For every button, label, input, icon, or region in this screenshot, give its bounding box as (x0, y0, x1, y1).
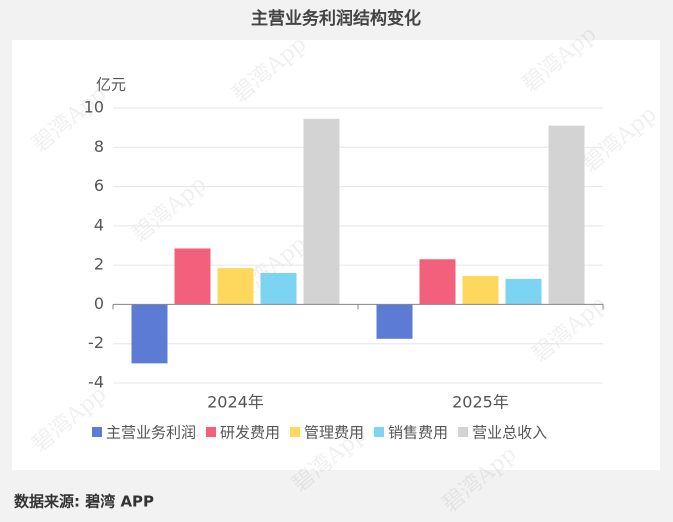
legend-label: 管理费用 (304, 424, 364, 442)
bar (217, 268, 254, 305)
legend-label: 主营业务利润 (106, 424, 196, 442)
y-tick-label: 4 (94, 215, 104, 234)
legend-swatch (92, 427, 102, 437)
bar (419, 259, 456, 305)
bar (376, 304, 413, 339)
bar (260, 273, 297, 305)
legend-label: 研发费用 (220, 424, 280, 442)
y-tick-label: 0 (94, 294, 104, 313)
legend-label: 销售费用 (388, 424, 448, 442)
y-tick-label: 10 (84, 98, 104, 117)
legend-swatch (206, 427, 217, 437)
legend-label: 营业总收入 (472, 424, 547, 442)
bar (174, 248, 211, 305)
bar (462, 275, 499, 305)
y-tick-label: 8 (94, 137, 104, 156)
legend-swatch (458, 427, 469, 437)
x-tick-label: 2025年 (452, 393, 509, 412)
legend-swatch (374, 427, 385, 437)
legend-swatch (290, 427, 301, 437)
source: 数据来源: 碧湾 APP (14, 493, 154, 511)
bar (505, 278, 542, 305)
chart-title: 主营业务利润结构变化 (251, 8, 421, 29)
y-tick-label: 6 (94, 176, 104, 195)
x-tick-label: 2024年 (207, 393, 264, 412)
y-tick-label: -4 (88, 373, 104, 392)
bar (548, 125, 585, 305)
bar (303, 118, 340, 305)
y-tick-label: -2 (88, 333, 104, 352)
bar (131, 304, 168, 364)
y-unit: 亿元 (96, 76, 126, 94)
y-tick-label: 2 (94, 255, 104, 274)
